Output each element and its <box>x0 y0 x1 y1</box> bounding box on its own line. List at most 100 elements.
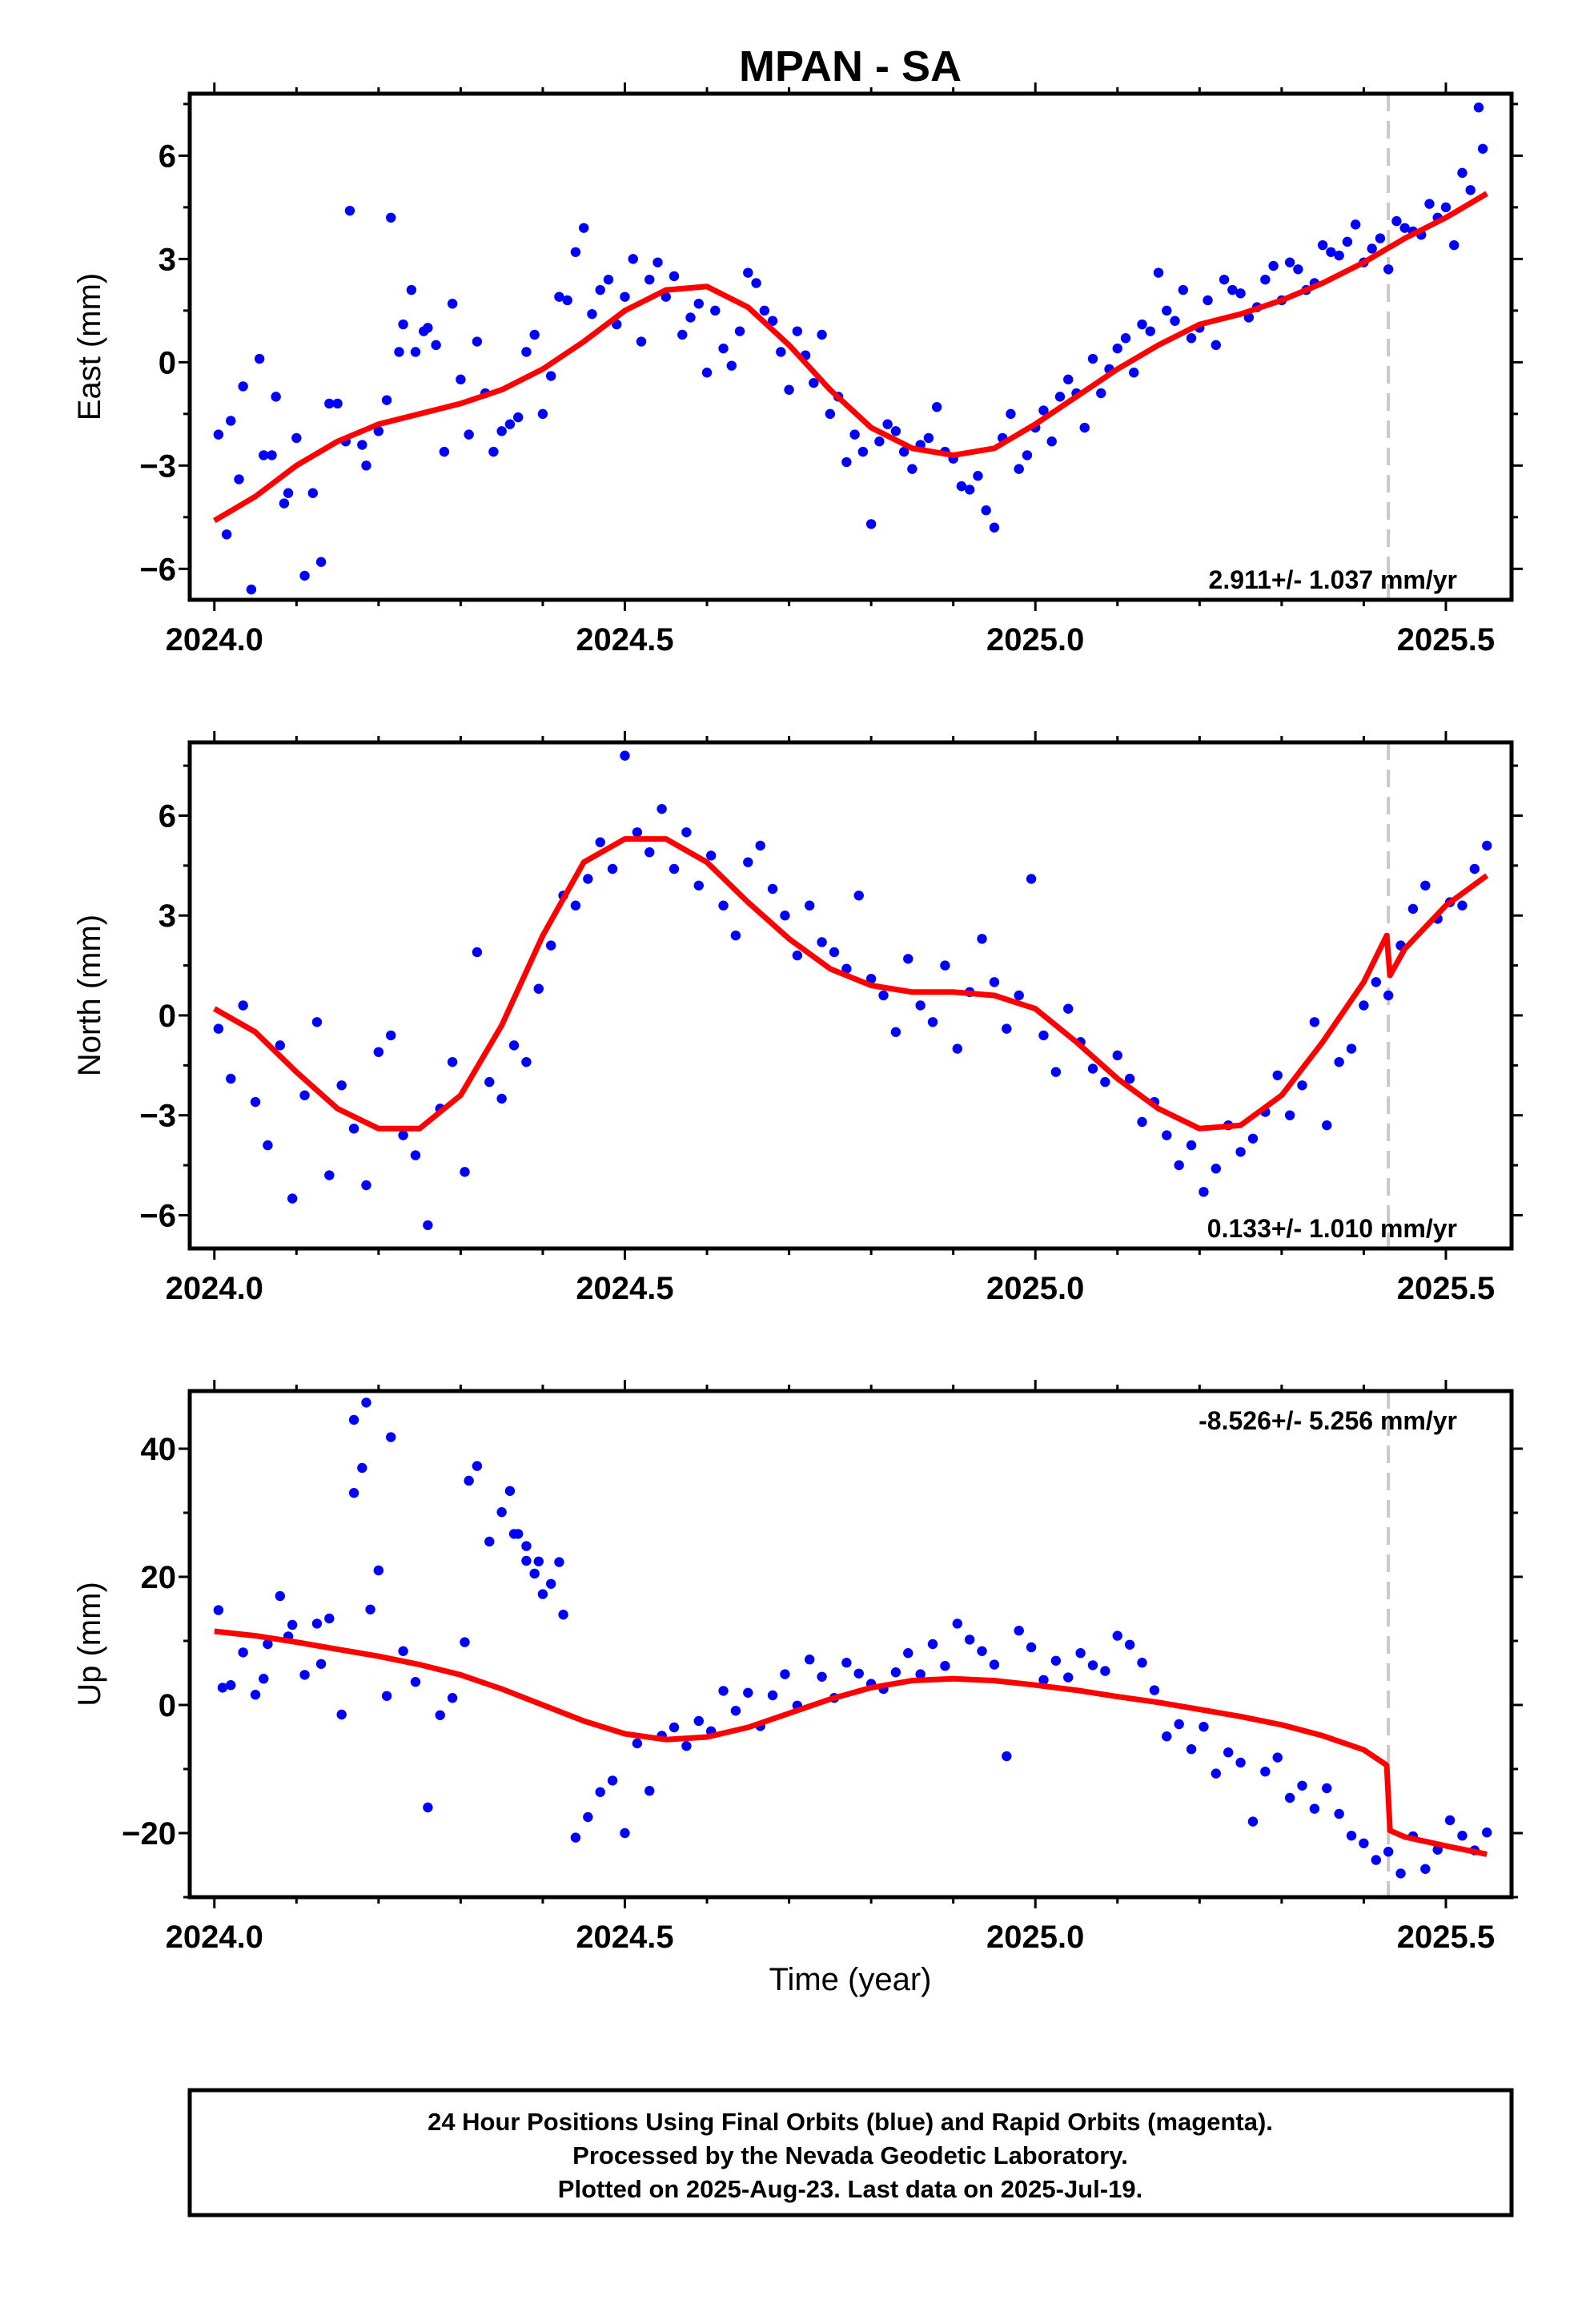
up-point <box>250 1690 261 1700</box>
up-point <box>620 1827 630 1839</box>
up-y-tick-label: −20 <box>122 1816 176 1852</box>
up-point <box>915 1669 926 1679</box>
north-point <box>1247 1133 1259 1144</box>
north-point <box>1297 1080 1307 1091</box>
east-point <box>1260 274 1271 285</box>
north-point <box>1038 1030 1049 1041</box>
up-y-tick-label: 40 <box>141 1432 177 1467</box>
north-point <box>263 1140 273 1151</box>
east-point <box>644 274 655 285</box>
east-point <box>234 474 244 485</box>
east-point <box>332 398 343 409</box>
east-point <box>636 336 647 347</box>
up-points <box>213 1397 1492 1879</box>
east-y-axis-label: East (mm) <box>72 273 107 420</box>
east-point <box>1440 202 1452 213</box>
east-point <box>1112 343 1122 354</box>
up-point <box>460 1637 470 1647</box>
up-point <box>217 1683 228 1693</box>
east-point <box>456 374 466 385</box>
east-y-tick-label: 0 <box>159 345 176 380</box>
east-point <box>956 480 967 492</box>
up-point <box>1112 1630 1122 1641</box>
east-point <box>394 347 404 357</box>
north-point <box>1272 1070 1283 1080</box>
east-point <box>1375 233 1386 243</box>
up-point <box>336 1709 347 1720</box>
north-point <box>1457 900 1468 911</box>
north-point <box>681 827 692 838</box>
east-point <box>1383 264 1394 275</box>
east-point <box>357 440 367 450</box>
north-point <box>927 1017 938 1027</box>
east-point <box>809 377 819 388</box>
east-point <box>439 446 450 457</box>
up-rate-label: -8.526+/- 5.256 mm/yr <box>1199 1406 1457 1435</box>
north-point <box>607 863 618 875</box>
up-point <box>521 1555 532 1566</box>
north-point <box>336 1080 347 1091</box>
north-point <box>484 1076 495 1088</box>
north-point <box>1050 1067 1062 1077</box>
up-point <box>1272 1752 1283 1763</box>
up-point <box>1334 1808 1344 1819</box>
east-point <box>603 274 614 285</box>
up-point <box>504 1486 516 1497</box>
up-point <box>767 1690 778 1701</box>
east-point <box>1399 223 1410 233</box>
east-point <box>1162 305 1172 316</box>
east-point <box>620 292 630 302</box>
up-point <box>472 1461 483 1471</box>
east-point <box>1342 236 1353 247</box>
north-point <box>780 911 790 921</box>
north-point <box>595 837 605 847</box>
up-point <box>213 1605 224 1615</box>
north-point <box>940 960 950 971</box>
north-model-line <box>213 836 1489 1132</box>
up-point <box>435 1710 445 1720</box>
north-point <box>287 1193 298 1204</box>
east-point <box>398 319 408 330</box>
east-point <box>1006 408 1016 420</box>
east-point <box>685 312 696 323</box>
footer-line-1: 24 Hour Positions Using Final Orbits (bl… <box>428 2108 1273 2136</box>
north-point <box>1014 990 1024 1001</box>
east-point <box>386 212 396 223</box>
north-point <box>705 850 717 861</box>
east-point <box>1235 288 1246 299</box>
up-point <box>1346 1831 1357 1841</box>
east-point <box>751 278 761 288</box>
north-x-tick-label: 2025.0 <box>986 1271 1084 1306</box>
up-point <box>952 1618 963 1629</box>
up-point <box>595 1787 605 1797</box>
east-point <box>246 584 257 595</box>
up-point <box>1309 1803 1320 1814</box>
up-point <box>1223 1747 1234 1758</box>
up-point <box>373 1565 384 1576</box>
north-x-tick-label: 2024.0 <box>166 1271 263 1306</box>
up-point <box>1050 1655 1062 1666</box>
footer-line-3: Plotted on 2025-Aug-23. Last data on 202… <box>558 2175 1142 2203</box>
panels: 2024.0 2024.5 2025.0 2025.5 −6 −3 0 3 6 East (mm)… <box>72 82 1523 1955</box>
up-x-tick-label: 2024.5 <box>576 1920 673 1955</box>
east-x-tick-label: 2025.5 <box>1397 622 1495 657</box>
north-point <box>472 947 483 958</box>
east-point <box>291 432 302 444</box>
up-point <box>1359 1838 1369 1848</box>
up-point <box>1087 1660 1098 1671</box>
north-points <box>213 750 1492 1231</box>
north-point <box>324 1170 335 1180</box>
north-point <box>817 937 827 947</box>
east-x-tick-label: 2025.0 <box>986 622 1084 657</box>
up-point <box>521 1541 532 1551</box>
up-point <box>299 1670 310 1680</box>
east-point <box>784 384 794 395</box>
east-point <box>1038 405 1049 416</box>
east-point <box>973 471 983 481</box>
north-point <box>1087 1063 1098 1074</box>
up-point <box>841 1658 852 1668</box>
north-point <box>1420 880 1431 891</box>
up-point <box>533 1556 544 1567</box>
up-point <box>693 1715 704 1727</box>
up-point <box>512 1529 524 1539</box>
